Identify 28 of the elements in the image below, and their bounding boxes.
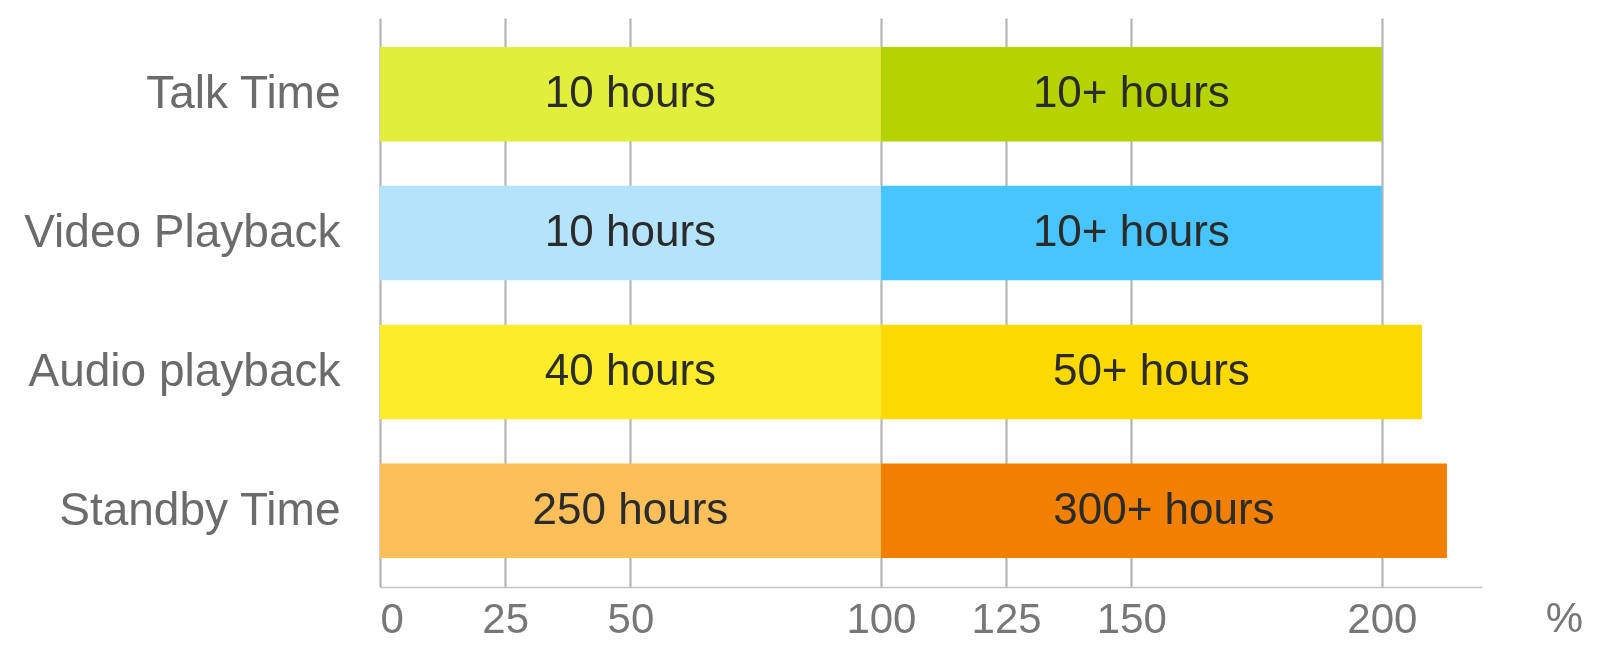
- x-tick-label: 0: [380, 594, 404, 642]
- y-tick-label: Video Playback: [24, 205, 342, 258]
- annotation: 300+ hours: [1053, 483, 1275, 533]
- bar: [880, 324, 1422, 420]
- x-tick-label: 50: [607, 594, 655, 642]
- bar: [880, 47, 1382, 142]
- bar: [380, 324, 881, 420]
- bar: [880, 463, 1447, 558]
- annotation: 10+ hours: [1032, 67, 1230, 117]
- x-axis-title: %: [1545, 593, 1584, 641]
- annotation: 40 hours: [544, 344, 717, 394]
- x-tick-label: 125: [971, 594, 1042, 642]
- annotation: 10 hours: [544, 67, 717, 117]
- y-tick-label: Talk Time: [146, 66, 341, 119]
- bar: [380, 47, 881, 142]
- annotation: 10 hours: [544, 206, 717, 256]
- annotation: 10+ hours: [1032, 206, 1230, 256]
- y-tick-label: Standby Time: [59, 482, 341, 535]
- annotation: 250 hours: [532, 483, 729, 533]
- y-tick-label: Audio playback: [28, 343, 342, 396]
- x-tick-label: 25: [482, 594, 530, 642]
- bar: [380, 463, 881, 558]
- x-tick-label: 150: [1096, 594, 1167, 642]
- x-tick-label: 100: [846, 594, 917, 642]
- x-tick-label: 200: [1347, 594, 1418, 642]
- bar: [880, 185, 1382, 281]
- bar: [380, 185, 881, 281]
- annotation: 50+ hours: [1052, 344, 1250, 394]
